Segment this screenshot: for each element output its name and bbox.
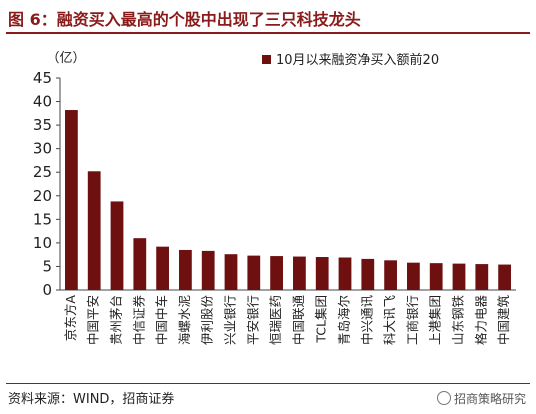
bar-11	[315, 257, 329, 290]
bar-5	[179, 249, 192, 290]
bar-7	[224, 254, 238, 290]
bar-12	[338, 257, 352, 290]
bar-3	[133, 238, 147, 290]
y-tick-label: 35	[33, 116, 52, 134]
x-tick-label: 上港集团	[428, 295, 443, 345]
x-tick-label: 恒瑞医药	[268, 295, 283, 345]
y-tick-label: 40	[33, 93, 52, 111]
bar-10	[293, 256, 306, 290]
watermark-text: 招商策略研究	[453, 392, 526, 406]
title-underline	[6, 32, 530, 34]
x-tick-label: 中国中车	[154, 295, 169, 345]
bar-17	[452, 263, 466, 290]
y-tick-label: 15	[33, 210, 52, 228]
x-tick-label: 伊利股份	[200, 295, 215, 346]
x-tick-label: 平安银行	[245, 295, 260, 345]
footer-rule	[6, 383, 530, 384]
x-tick-label: 中兴通讯	[359, 295, 374, 346]
y-tick-label: 10	[33, 234, 52, 252]
source-note: 资料来源：WIND，招商证券	[8, 392, 175, 407]
x-tick-label: 山东钢铁	[451, 295, 466, 346]
bar-13	[361, 258, 375, 290]
y-tick-label: 20	[33, 187, 52, 205]
wechat-icon	[436, 391, 451, 405]
bar-18	[475, 264, 489, 290]
x-tick-label: 中国联通	[291, 295, 306, 346]
legend-label: 10月以来融资净买入额前20	[276, 52, 439, 68]
legend: 10月以来融资净买入额前20	[262, 52, 439, 68]
bar-0	[65, 110, 78, 290]
x-tick-label: TCL集团	[314, 295, 329, 344]
x-tick-label: 青岛海尔	[337, 295, 352, 345]
bar-4	[156, 246, 169, 290]
y-tick-label: 0	[42, 281, 52, 299]
x-tick-label: 科大讯飞	[382, 295, 397, 345]
x-axis-labels: 京东方A 中国平安 贵州茅台 中信证券 中国中车 海螺水泥 伊利股份 兴业银行 平安银行 恒瑞医药…	[63, 295, 511, 346]
x-tick-label: 格力电器	[473, 295, 488, 346]
x-tick-label: 中国平安	[86, 295, 101, 345]
x-tick-label: 中国建筑	[496, 295, 511, 346]
x-tick-label: 工商银行	[405, 295, 420, 345]
bar-16	[429, 263, 443, 290]
legend-swatch	[262, 55, 271, 64]
bar-19	[498, 264, 511, 290]
x-tick-label: 中信证券	[131, 295, 146, 346]
bar-8	[247, 255, 261, 290]
y-axis-unit-label: （亿）	[46, 51, 85, 66]
bar-14	[384, 260, 397, 290]
figure-title: 图 6：融资买入最高的个股中出现了三只科技龙头	[8, 10, 361, 29]
bar-2	[110, 201, 124, 290]
bar-1	[87, 171, 101, 290]
bar-6	[201, 250, 215, 290]
x-tick-label: 贵州茅台	[109, 295, 124, 345]
y-tick-label: 45	[33, 69, 52, 87]
bars	[65, 110, 511, 290]
x-tick-label: 京东方A	[63, 295, 78, 342]
x-tick-label: 海螺水泥	[177, 295, 192, 345]
watermark: 招商策略研究	[436, 390, 526, 407]
y-tick-label: 5	[42, 257, 52, 275]
bar-9	[270, 256, 283, 290]
y-tick-label: 30	[33, 140, 52, 158]
x-tick-label: 兴业银行	[223, 295, 238, 345]
bar-15	[407, 262, 420, 290]
y-tick-label: 25	[33, 163, 52, 181]
